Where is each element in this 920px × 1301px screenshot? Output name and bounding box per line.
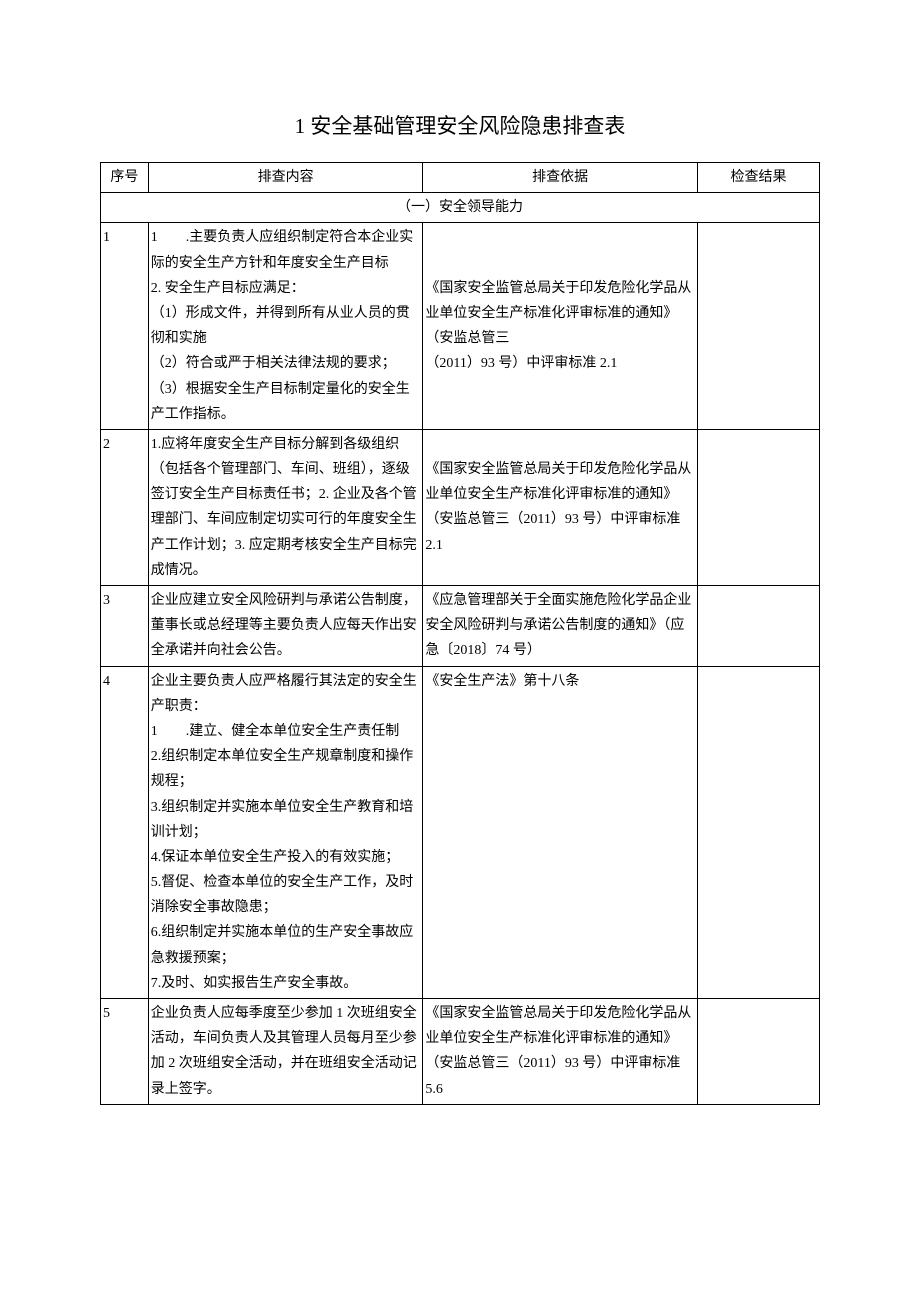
row-seq: 5 [101, 999, 149, 1105]
row-seq: 1 [101, 223, 149, 430]
table-row: 1 1 .主要负责人应组织制定符合本企业实际的安全生产方针和年度安全生产目标2.… [101, 223, 820, 430]
header-basis: 排查依据 [423, 163, 698, 193]
table-row: 4 企业主要负责人应严格履行其法定的安全生产职责：1 .建立、健全本单位安全生产… [101, 666, 820, 998]
checklist-table: 序号 排查内容 排查依据 检查结果 （一）安全领导能力 1 1 .主要负责人应组… [100, 162, 820, 1105]
row-content: 企业主要负责人应严格履行其法定的安全生产职责：1 .建立、健全本单位安全生产责任… [148, 666, 423, 998]
row-basis: 《应急管理部关于全面实施危险化学品企业安全风险研判与承诺公告制度的通知》（应急〔… [423, 586, 698, 667]
table-row: 3 企业应建立安全风险研判与承诺公告制度，董事长或总经理等主要负责人应每天作出安… [101, 586, 820, 667]
row-basis: 《国家安全监管总局关于印发危险化学品从业单位安全生产标准化评审标准的通知》（安监… [423, 223, 698, 430]
table-header-row: 序号 排查内容 排查依据 检查结果 [101, 163, 820, 193]
section-row: （一）安全领导能力 [101, 193, 820, 223]
row-basis: 《安全生产法》第十八条 [423, 666, 698, 998]
row-seq: 3 [101, 586, 149, 667]
table-row: 5 企业负责人应每季度至少参加 1 次班组安全活动，车间负责人及其管理人员每月至… [101, 999, 820, 1105]
row-result [697, 666, 819, 998]
document-page: 1 安全基础管理安全风险隐患排查表 序号 排查内容 排查依据 检查结果 （一）安… [0, 0, 920, 1205]
header-result: 检查结果 [697, 163, 819, 193]
row-content: 1.应将年度安全生产目标分解到各级组织（包括各个管理部门、车间、班组），逐级签订… [148, 429, 423, 585]
row-basis: 《国家安全监管总局关于印发危险化学品从业单位安全生产标准化评审标准的通知》（安监… [423, 429, 698, 585]
row-content: 1 .主要负责人应组织制定符合本企业实际的安全生产方针和年度安全生产目标2. 安… [148, 223, 423, 430]
row-basis: 《国家安全监管总局关于印发危险化学品从业单位安全生产标准化评审标准的通知》（安监… [423, 999, 698, 1105]
table-row: 2 1.应将年度安全生产目标分解到各级组织（包括各个管理部门、车间、班组），逐级… [101, 429, 820, 585]
row-seq: 4 [101, 666, 149, 998]
section-title: （一）安全领导能力 [101, 193, 820, 223]
row-content: 企业负责人应每季度至少参加 1 次班组安全活动，车间负责人及其管理人员每月至少参… [148, 999, 423, 1105]
row-result [697, 429, 819, 585]
row-content: 企业应建立安全风险研判与承诺公告制度，董事长或总经理等主要负责人应每天作出安全承… [148, 586, 423, 667]
header-content: 排查内容 [148, 163, 423, 193]
header-seq: 序号 [101, 163, 149, 193]
row-result [697, 586, 819, 667]
row-seq: 2 [101, 429, 149, 585]
row-result [697, 223, 819, 430]
row-result [697, 999, 819, 1105]
document-title: 1 安全基础管理安全风险隐患排查表 [100, 110, 820, 140]
